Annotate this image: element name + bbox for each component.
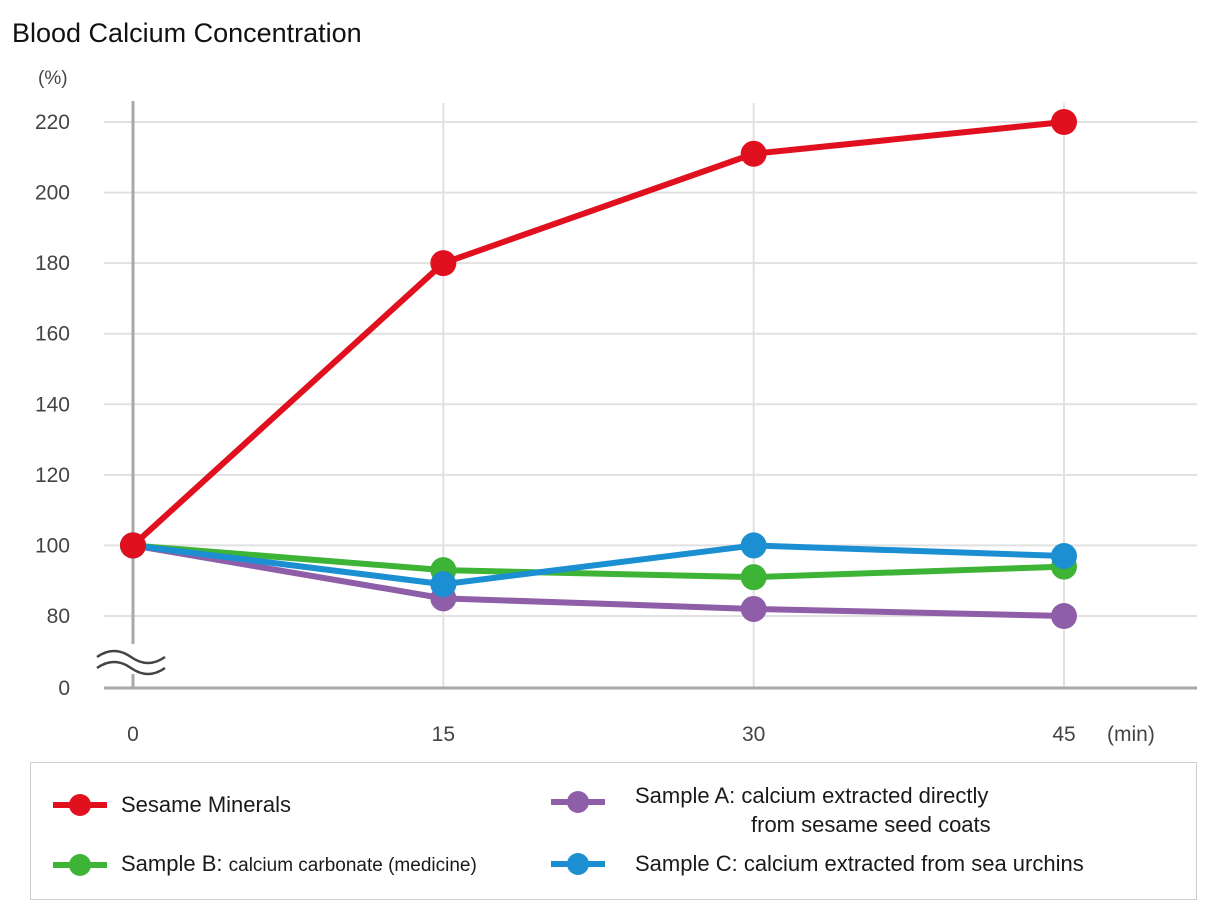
series-group <box>120 109 1077 629</box>
x-unit-label: (min) <box>1107 723 1155 746</box>
chart-title: Blood Calcium Concentration <box>12 18 362 48</box>
x-tick-label: 15 <box>432 723 455 746</box>
line-chart: 0 80 100 120 140 160 180 200 220 0 15 30 45 (%) (min… <box>35 68 1197 746</box>
data-point-sample_b <box>740 564 767 591</box>
legend-label-sample-a-line2: from sesame seed coats <box>751 812 991 837</box>
legend-item-sesame: Sesame Minerals <box>53 790 291 819</box>
y-tick-label: 200 <box>35 182 70 205</box>
legend-label-sample-b: Sample B: calcium carbonate (medicine) <box>121 849 477 880</box>
legend-item-sample-c: Sample C: calcium extracted from sea urc… <box>551 849 1084 878</box>
data-point-sample_c <box>1051 543 1077 570</box>
legend-swatch-sample-b <box>53 853 107 876</box>
y-tick-label: 120 <box>35 464 70 487</box>
y-tick-label: 220 <box>35 111 70 134</box>
y-tick-label: 0 <box>58 677 70 700</box>
series-line-sample_b <box>130 542 1067 581</box>
data-point-sample_a <box>740 595 767 622</box>
legend-label-sample-a-line1: Sample A: calcium extracted directly <box>635 783 989 808</box>
legend-item-sample-a: Sample A: calcium extracted directly fro… <box>551 781 991 839</box>
legend: Sesame Minerals Sample A: calcium extrac… <box>30 762 1197 900</box>
data-point-sample_c <box>430 571 457 598</box>
data-point-sesame <box>740 140 767 167</box>
legend-label-sesame: Sesame Minerals <box>121 792 291 817</box>
y-tick-label: 80 <box>47 605 70 628</box>
axis-break-wave <box>96 649 166 665</box>
x-tick-label: 45 <box>1052 723 1075 746</box>
data-point-sesame <box>120 532 146 559</box>
series-line-sample_c <box>130 542 1067 588</box>
y-tick-label: 140 <box>35 393 70 416</box>
legend-label-sample-b-name: Sample B: <box>121 851 223 876</box>
y-tick-label: 160 <box>35 323 70 346</box>
legend-label-sample-b-detail: calcium carbonate (medicine) <box>228 855 477 876</box>
legend-swatch-sample-a <box>551 791 605 813</box>
legend-swatch-sample-c <box>551 852 605 875</box>
y-unit-label: (%) <box>38 68 68 89</box>
data-point-sesame <box>1051 109 1077 135</box>
series-sesame <box>120 109 1077 559</box>
series-line-sesame <box>130 119 1067 549</box>
data-point-sample_a <box>1051 603 1077 629</box>
tick-labels: 0 80 100 120 140 160 180 200 220 0 15 30 45 <box>35 111 1076 746</box>
legend-swatch-sesame <box>53 793 107 816</box>
x-tick-label: 30 <box>742 723 765 746</box>
data-point-sample_c <box>740 532 767 559</box>
y-tick-label: 100 <box>35 534 70 557</box>
series-line-sample_a <box>130 542 1067 619</box>
series-sample_a <box>120 532 1077 629</box>
axis-break-wave <box>96 660 166 676</box>
data-point-sesame <box>430 250 457 277</box>
legend-item-sample-b: Sample B: calcium carbonate (medicine) <box>53 849 477 880</box>
y-tick-label: 180 <box>35 252 70 275</box>
legend-label-sample-c: Sample C: calcium extracted from sea urc… <box>635 851 1084 876</box>
gridlines <box>104 103 1197 688</box>
legend-label-sample-a: Sample A: calcium extracted directly fro… <box>635 781 991 839</box>
axes <box>96 101 1197 690</box>
x-tick-label: 0 <box>127 723 139 746</box>
